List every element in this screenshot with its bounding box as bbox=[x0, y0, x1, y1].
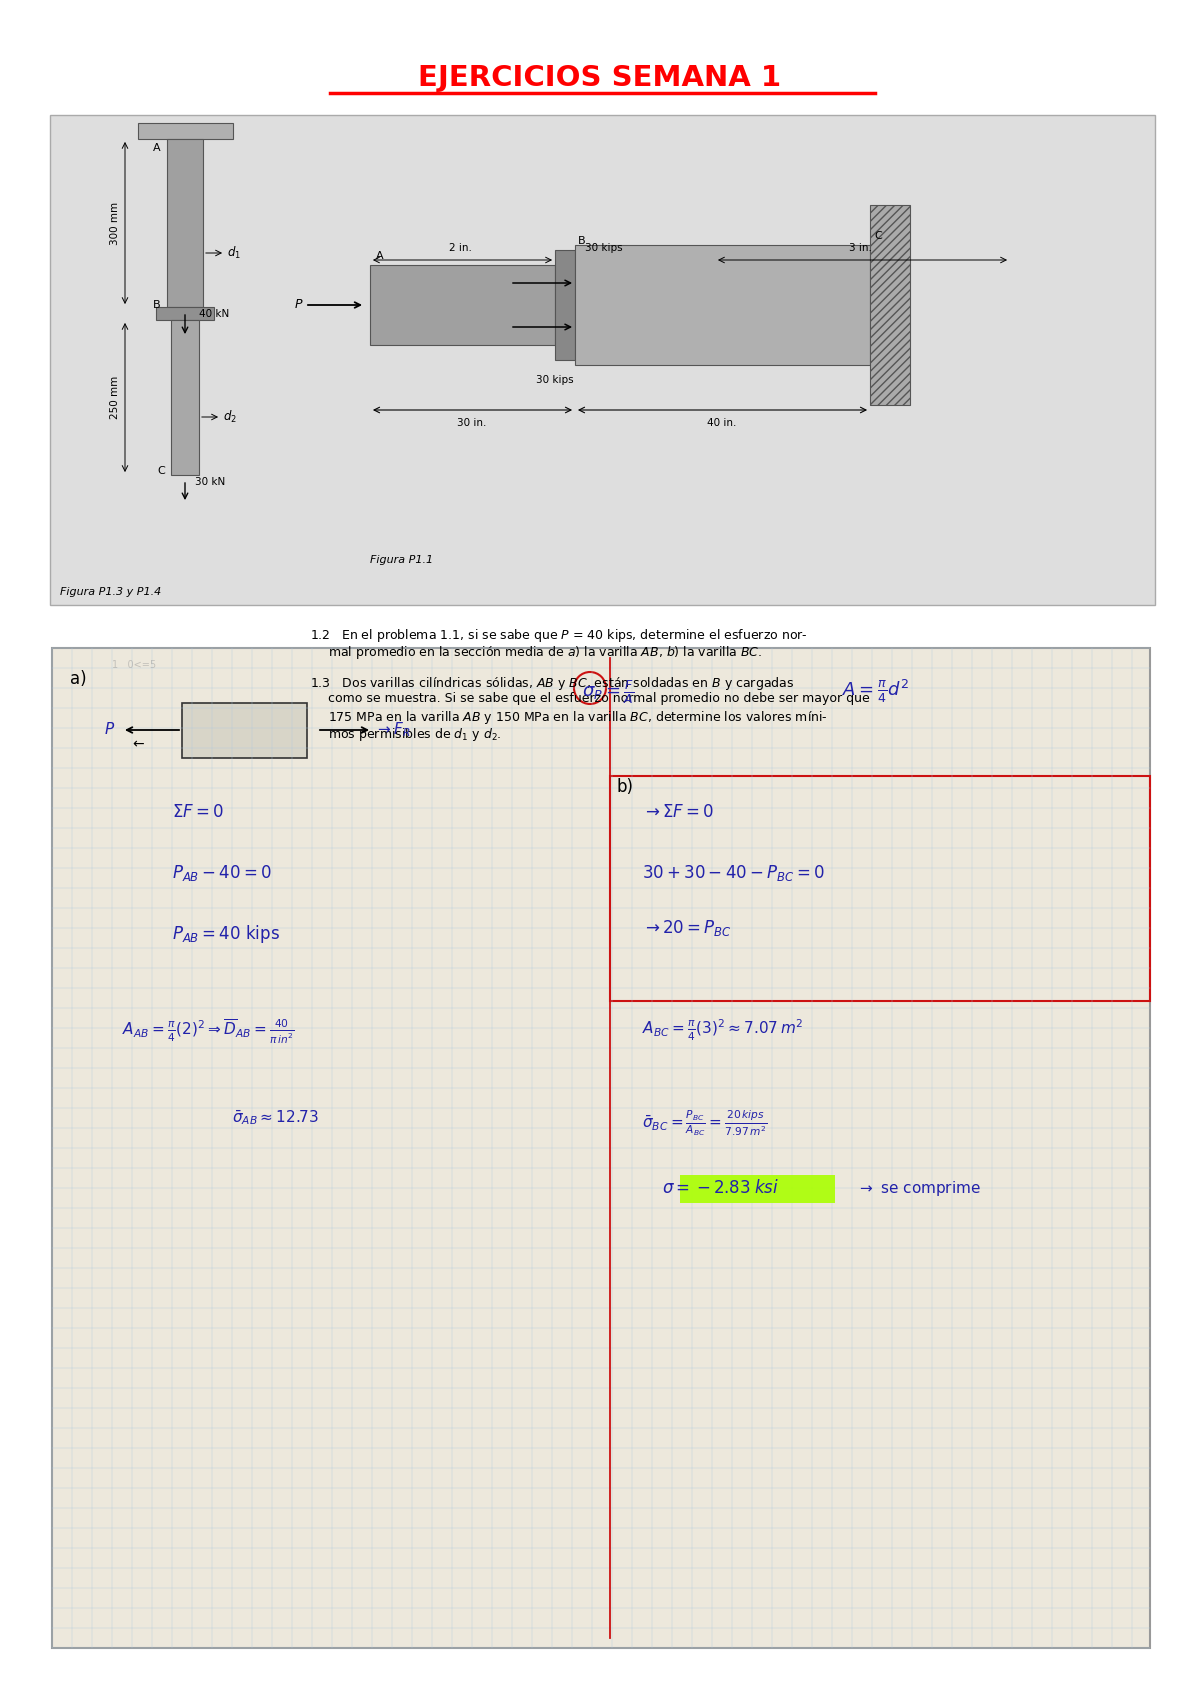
Text: $\Sigma F = 0$: $\Sigma F = 0$ bbox=[172, 803, 224, 821]
Text: $30+30-40-P_{BC}=0$: $30+30-40-P_{BC}=0$ bbox=[642, 864, 826, 882]
Bar bbox=[182, 703, 307, 759]
Text: $d_2$: $d_2$ bbox=[223, 409, 236, 424]
Text: EJERCICIOS SEMANA 1: EJERCICIOS SEMANA 1 bbox=[419, 64, 781, 92]
Text: mos permisibles de $d_1$ y $d_2$.: mos permisibles de $d_1$ y $d_2$. bbox=[328, 726, 502, 743]
Bar bbox=[172, 321, 199, 475]
Text: A: A bbox=[154, 143, 161, 153]
Text: $\sigma_P = \frac{F}{A}$: $\sigma_P = \frac{F}{A}$ bbox=[582, 679, 635, 706]
Bar bbox=[52, 648, 1150, 1648]
Text: 175 MPa en la varilla $AB$ y 150 MPa en la varilla $BC$, determine los valores m: 175 MPa en la varilla $AB$ y 150 MPa en … bbox=[328, 709, 828, 726]
Text: $\rightarrow$ se comprime: $\rightarrow$ se comprime bbox=[857, 1178, 980, 1198]
Text: 30 in.: 30 in. bbox=[457, 417, 487, 428]
Text: $\rightarrow 20 = P_{BC}$: $\rightarrow 20 = P_{BC}$ bbox=[642, 918, 732, 938]
Text: $\rightarrow \Sigma F = 0$: $\rightarrow \Sigma F = 0$ bbox=[642, 803, 714, 821]
Text: 250 mm: 250 mm bbox=[110, 375, 120, 419]
Text: 1.2   En el problema 1.1, si se sabe que $P$ = 40 kips, determine el esfuerzo no: 1.2 En el problema 1.1, si se sabe que $… bbox=[310, 626, 808, 643]
Text: $A = \frac{\pi}{4} d^2$: $A = \frac{\pi}{4} d^2$ bbox=[842, 679, 910, 706]
Bar bbox=[680, 1174, 835, 1203]
Text: mal promedio en la sección media de $a$) la varilla $AB$, $b$) la varilla $BC$.: mal promedio en la sección media de $a$)… bbox=[328, 643, 762, 662]
Text: 3 in.: 3 in. bbox=[848, 243, 871, 253]
Bar bbox=[870, 205, 910, 406]
Text: Figura P1.3 y P1.4: Figura P1.3 y P1.4 bbox=[60, 587, 161, 597]
Text: $\bar{\sigma}_{BC} = \frac{P_{BC}}{A_{BC}} = \frac{20 \, kips}{7.97 \, m^2}$: $\bar{\sigma}_{BC} = \frac{P_{BC}}{A_{BC… bbox=[642, 1108, 768, 1137]
Text: Figura P1.1: Figura P1.1 bbox=[370, 555, 433, 565]
Bar bbox=[610, 776, 1150, 1001]
Text: 40 kN: 40 kN bbox=[199, 309, 229, 319]
Bar bbox=[138, 122, 233, 139]
Text: A: A bbox=[376, 251, 384, 261]
Text: $\sigma = -2.83 \; ksi$: $\sigma = -2.83 \; ksi$ bbox=[662, 1179, 779, 1196]
Text: $\bar{\sigma}_{AB} \approx 12.73$: $\bar{\sigma}_{AB} \approx 12.73$ bbox=[232, 1108, 319, 1127]
Bar bbox=[167, 139, 203, 307]
Text: 2 in.: 2 in. bbox=[449, 243, 472, 253]
Text: C: C bbox=[157, 467, 166, 475]
Text: P: P bbox=[104, 723, 114, 738]
Text: b): b) bbox=[617, 777, 634, 796]
Text: 1   0<=5: 1 0<=5 bbox=[112, 660, 156, 670]
Bar bbox=[370, 265, 554, 344]
Bar bbox=[554, 249, 575, 360]
Text: 40 in.: 40 in. bbox=[707, 417, 737, 428]
Text: P: P bbox=[294, 299, 302, 312]
Bar bbox=[257, 1088, 395, 1113]
Bar bbox=[575, 244, 870, 365]
Bar bbox=[156, 307, 214, 321]
Text: C: C bbox=[874, 231, 882, 241]
Text: B: B bbox=[154, 300, 161, 311]
Text: $P_{AB} = 40$ kips: $P_{AB} = 40$ kips bbox=[172, 923, 280, 945]
Text: $P_{AB} - 40 = 0$: $P_{AB} - 40 = 0$ bbox=[172, 864, 272, 882]
Text: a): a) bbox=[70, 670, 86, 687]
Text: 1.3   Dos varillas cilíndricas sólidas, $AB$ y $BC$, están soldadas en $B$ y car: 1.3 Dos varillas cilíndricas sólidas, $A… bbox=[310, 675, 794, 692]
Text: $\rightarrow F_R$: $\rightarrow F_R$ bbox=[374, 721, 410, 740]
Text: $A_{BC} = \frac{\pi}{4}(3)^2 \approx 7.07 \, m^2$: $A_{BC} = \frac{\pi}{4}(3)^2 \approx 7.0… bbox=[642, 1018, 803, 1044]
Text: 30 kN: 30 kN bbox=[194, 477, 226, 487]
Text: 30 kips: 30 kips bbox=[586, 243, 623, 253]
Text: B: B bbox=[578, 236, 586, 246]
Text: 30 kips: 30 kips bbox=[536, 375, 574, 385]
Text: ←: ← bbox=[132, 736, 144, 752]
Bar bbox=[50, 115, 1154, 606]
Text: 300 mm: 300 mm bbox=[110, 202, 120, 244]
Text: $d_1$: $d_1$ bbox=[227, 244, 241, 261]
Text: como se muestra. Si se sabe que el esfuerzo normal promedio no debe ser mayor qu: como se muestra. Si se sabe que el esfue… bbox=[328, 692, 870, 704]
Text: $A_{AB} = \frac{\pi}{4}(2)^2 \Rightarrow \overline{D}_{AB} = \frac{40}{\pi \, in: $A_{AB} = \frac{\pi}{4}(2)^2 \Rightarrow… bbox=[122, 1018, 295, 1045]
